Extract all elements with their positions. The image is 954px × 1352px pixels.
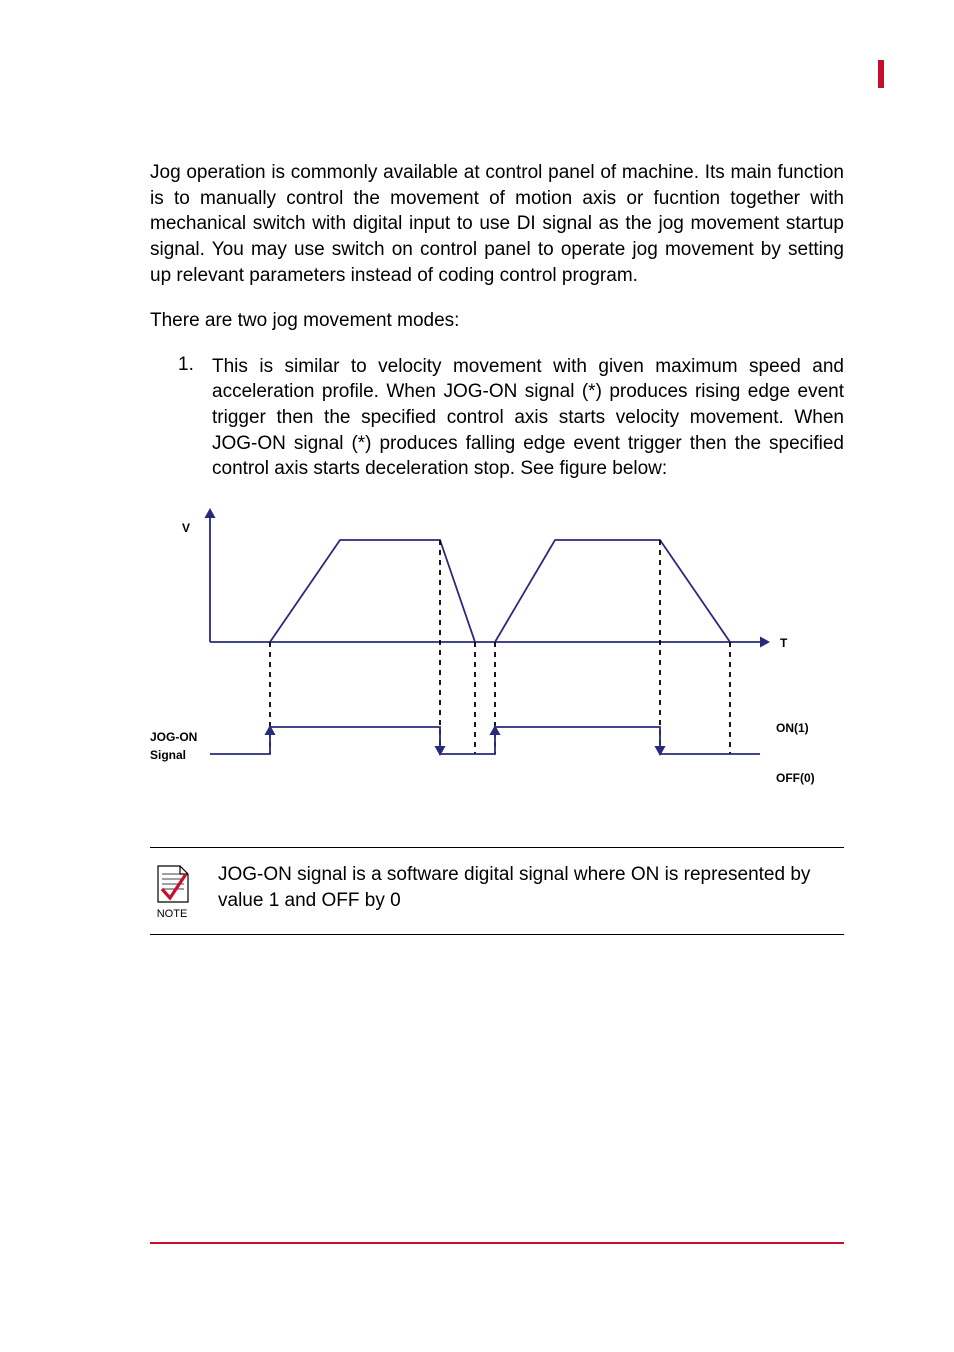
footer-accent-line (150, 1242, 844, 1244)
jog-diagram-svg: V T JOG-ON Signal ON(1) OFF(0) (150, 502, 840, 802)
note-box: NOTE JOG-ON signal is a software digital… (150, 847, 844, 935)
note-icon (150, 862, 194, 906)
svg-text:OFF(0): OFF(0) (776, 771, 815, 785)
jog-diagram: V T JOG-ON Signal ON(1) OFF(0) (150, 502, 844, 807)
note-icon-column: NOTE (150, 862, 194, 920)
svg-text:Signal: Signal (150, 748, 186, 762)
list-body: This is similar to velocity movement wit… (212, 354, 844, 482)
page-content: Jog operation is commonly available at c… (150, 160, 844, 935)
svg-text:T: T (780, 636, 788, 650)
paragraph-modes: There are two jog movement modes: (150, 308, 844, 334)
header-accent-bar (878, 60, 884, 88)
list-number: 1. (178, 354, 198, 482)
list-item-1: 1. This is similar to velocity movement … (178, 354, 844, 482)
svg-text:V: V (182, 521, 190, 535)
note-label: NOTE (157, 908, 188, 920)
paragraph-intro: Jog operation is commonly available at c… (150, 160, 844, 288)
svg-text:JOG-ON: JOG-ON (150, 730, 197, 744)
note-text: JOG-ON signal is a software digital sign… (218, 862, 844, 913)
svg-text:ON(1): ON(1) (776, 721, 809, 735)
